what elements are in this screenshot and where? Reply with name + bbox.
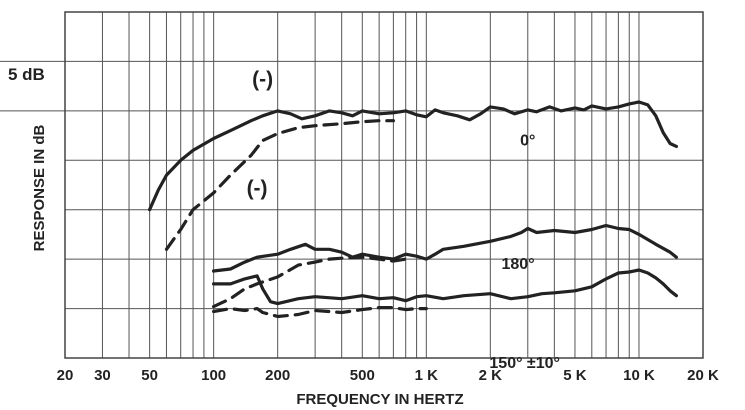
series-line-dashed bbox=[212, 255, 408, 309]
grid bbox=[0, 11, 704, 359]
x-tick-label: 50 bbox=[141, 367, 158, 384]
series-line-dashed bbox=[164, 119, 395, 251]
series-line-solid bbox=[212, 223, 678, 273]
x-tick-label: 5 K bbox=[563, 367, 587, 384]
x-axis-title: FREQUENCY IN HERTZ bbox=[296, 391, 463, 408]
plot-border bbox=[64, 11, 704, 359]
x-tick-label: 2 K bbox=[479, 367, 503, 384]
y-axis-title: RESPONSE IN dB bbox=[31, 124, 48, 251]
curve-label: 0° bbox=[520, 132, 535, 149]
series-line-dashed bbox=[212, 306, 428, 319]
x-tick-label: 500 bbox=[350, 367, 375, 384]
x-tick-label: 10 K bbox=[623, 367, 655, 384]
x-tick-label: 1 K bbox=[415, 367, 439, 384]
x-tick-label: 20 bbox=[57, 367, 74, 384]
curve-label: 150° ±10° bbox=[489, 355, 560, 372]
x-tick-label: 200 bbox=[265, 367, 290, 384]
curve-label: (-) bbox=[252, 68, 273, 91]
curve-label: (-) bbox=[247, 177, 268, 200]
series-line-solid bbox=[148, 100, 678, 212]
curve-label: 180° bbox=[502, 256, 535, 273]
series-group bbox=[148, 100, 678, 319]
annotations: (-) (-) 0° 180° 150° ±10° bbox=[247, 68, 560, 372]
x-tick-label: 20 K bbox=[687, 367, 719, 384]
y-scale-label: 5 dB bbox=[8, 65, 45, 84]
x-tick-labels: 20 30 50 100 200 500 1 K 2 K 5 K 10 K 20 K bbox=[57, 367, 719, 384]
x-tick-label: 30 bbox=[94, 367, 111, 384]
x-tick-label: 100 bbox=[201, 367, 226, 384]
series-line-solid bbox=[212, 268, 678, 306]
